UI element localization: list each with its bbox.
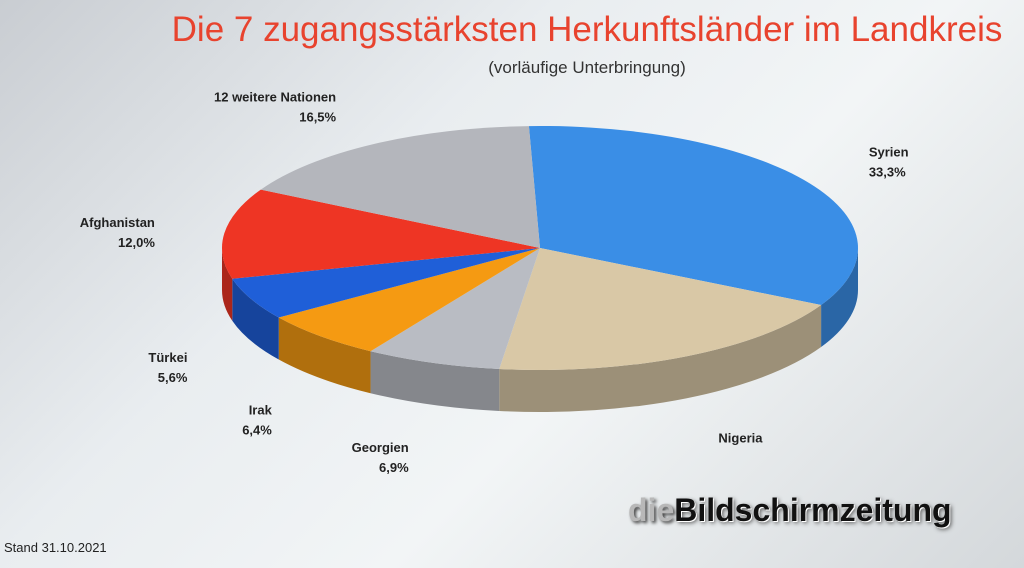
watermark-prefix: die	[628, 492, 675, 528]
pie-value-12-weitere-nationen: 16,5%	[299, 110, 336, 125]
pie-labels: Syrien 33,3% Nigeria Georgien 6,9% Irak 6,4% Tü…	[80, 90, 909, 475]
pie-slice-türkei	[232, 248, 540, 318]
footer-date: Stand 31.10.2021	[4, 540, 107, 555]
pie-side-afghanistan	[222, 248, 233, 321]
pie-slice-georgien	[370, 248, 540, 369]
pie-value-syrien: 33,3%	[869, 165, 906, 180]
chart-subtitle: (vorläufige Unterbringung)	[488, 58, 686, 77]
pie-value-afghanistan: 12,0%	[118, 235, 155, 250]
pie-label-12-weitere-nationen: 12 weitere Nationen	[214, 90, 336, 105]
pie-label-afghanistan: Afghanistan	[80, 215, 155, 230]
watermark-name: Bildschirmzeitung	[674, 492, 952, 528]
pie-label-georgien: Georgien	[352, 440, 409, 455]
pie-side-irak	[278, 317, 371, 394]
pie-slice-irak	[278, 248, 540, 352]
pie-side-türkei	[232, 278, 279, 360]
pie-slice-nigeria	[499, 248, 822, 370]
chart-title: Die 7 zugangsstärksten Herkunftsländer i…	[171, 10, 1003, 49]
pie-side-syrien	[821, 248, 858, 348]
pie-slice-syrien	[528, 126, 859, 306]
pie-slices	[222, 126, 859, 370]
pie-side-georgien	[370, 351, 500, 411]
pie-slice-afghanistan	[222, 189, 541, 279]
pie-label-nigeria: Nigeria	[718, 431, 763, 446]
pie-slice-12-weitere-nationen	[260, 126, 540, 248]
pie-label-irak: Irak	[249, 402, 273, 417]
pie-sides	[222, 248, 858, 412]
pie-value-georgien: 6,9%	[379, 460, 409, 475]
pie-label-türkei: Türkei	[148, 350, 187, 365]
pie-value-irak: 6,4%	[242, 422, 272, 437]
pie-side-nigeria	[499, 305, 822, 412]
watermark-logo: dieBildschirmzeitung	[628, 492, 952, 529]
pie-value-türkei: 5,6%	[158, 370, 188, 385]
pie-label-syrien: Syrien	[869, 145, 909, 160]
